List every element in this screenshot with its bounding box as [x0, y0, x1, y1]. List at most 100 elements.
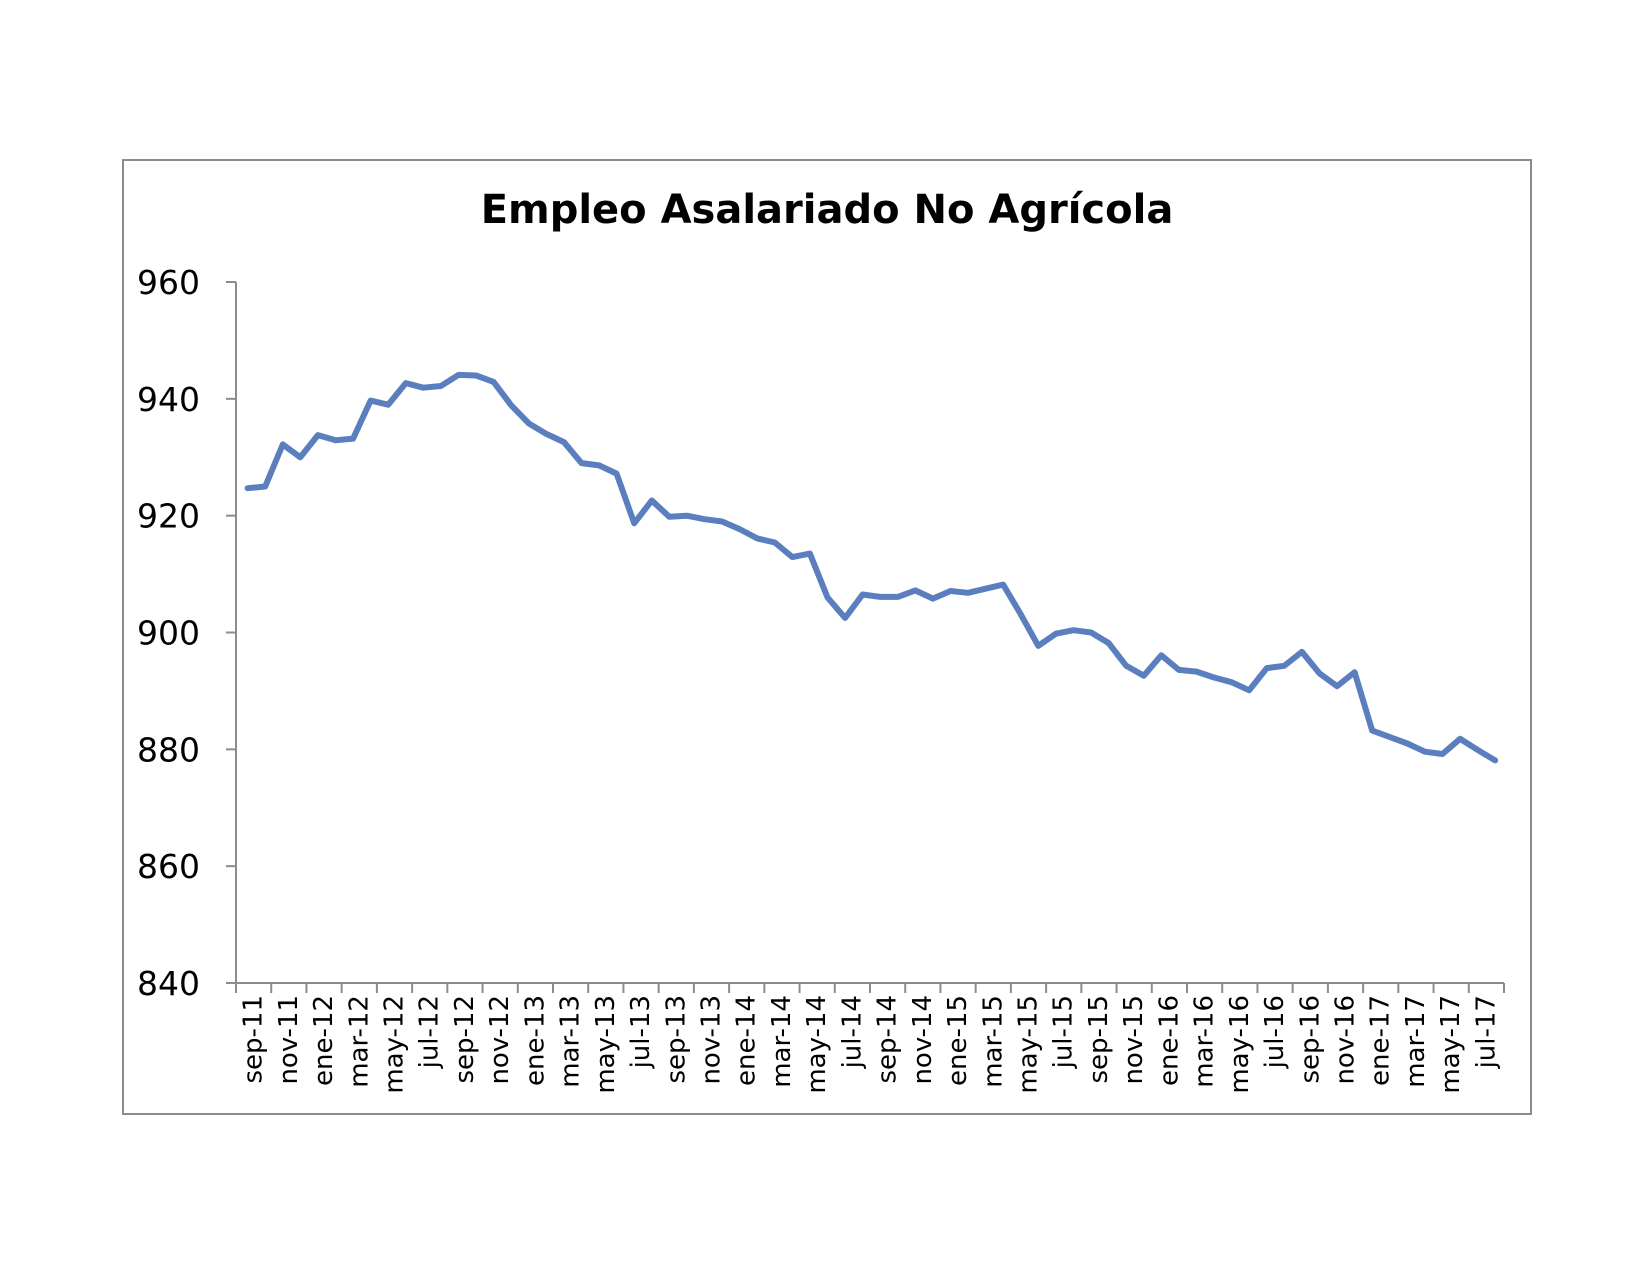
data-point [421, 386, 425, 390]
data-point [1318, 671, 1321, 675]
data-point [351, 437, 355, 441]
data-point [755, 536, 759, 540]
data-point [263, 485, 267, 488]
data-point [1335, 684, 1339, 688]
x-tick-label: nov-15 [1119, 995, 1149, 1085]
x-tick-label: sep-15 [1084, 995, 1114, 1084]
x-tick-label: jul-14 [837, 995, 867, 1069]
data-point [949, 589, 952, 593]
data-point [1036, 644, 1040, 648]
data-point [527, 421, 531, 425]
data-point [861, 593, 865, 596]
x-tick-label: may-17 [1436, 995, 1466, 1094]
data-point [1054, 632, 1058, 636]
x-tick-label: jul-13 [626, 995, 656, 1069]
data-point [334, 438, 337, 442]
data-point [1493, 758, 1497, 762]
x-tick-label: nov-12 [485, 995, 515, 1085]
x-tick-label: jul-16 [1260, 995, 1290, 1069]
data-point [281, 442, 285, 446]
data-point [457, 373, 460, 377]
data-point [562, 440, 566, 444]
data-point [369, 399, 373, 403]
data-point [1265, 666, 1269, 670]
data-point [1388, 735, 1392, 739]
chart-frame: Empleo Asalariado No Agrícola 840 860 880 9… [122, 159, 1532, 1115]
data-point [1423, 750, 1427, 754]
data-point [1072, 628, 1075, 632]
data-point [1019, 612, 1023, 616]
x-axis: sep-11 nov-11 ene-12 mar-12 may-12 jul-12 sep-… [235, 982, 1505, 1094]
x-tick-label: jul-17 [1471, 995, 1501, 1069]
data-point [316, 433, 320, 437]
data-point [1089, 631, 1093, 634]
data-point [1159, 653, 1163, 657]
x-tick-label: mar-17 [1401, 995, 1431, 1088]
x-tick-label: ene-13 [520, 995, 550, 1086]
data-point [896, 595, 900, 599]
data-point [298, 455, 302, 459]
data-point [984, 587, 988, 591]
data-point [1353, 670, 1357, 674]
x-tick-label: sep-11 [239, 995, 269, 1084]
x-tick-label: may-16 [1225, 995, 1255, 1094]
data-point [1458, 737, 1462, 741]
data-point [404, 381, 408, 385]
series-line [244, 371, 1499, 764]
data-point [878, 595, 882, 599]
y-axis: 840 860 880 900 920 940 960 [137, 263, 237, 1003]
x-tick-label: may-14 [802, 995, 832, 1094]
x-tick-label: jul-12 [415, 995, 445, 1069]
x-tick-label: ene-17 [1366, 995, 1396, 1086]
data-point [650, 499, 654, 502]
series-area [244, 371, 1499, 764]
data-point [720, 520, 724, 523]
line-chart: Empleo Asalariado No Agrícola 840 860 880 9… [137, 187, 1505, 1094]
data-point [843, 616, 847, 620]
data-point [580, 461, 583, 465]
data-point [439, 384, 443, 388]
y-tick-label: 920 [137, 497, 200, 536]
y-tick-label: 940 [137, 380, 200, 419]
data-point [509, 403, 513, 407]
x-tick-label: ene-16 [1154, 995, 1184, 1086]
data-point [1124, 664, 1128, 668]
x-tick-label: sep-13 [661, 995, 691, 1084]
x-tick-label: may-15 [1014, 995, 1044, 1094]
data-point [1247, 688, 1251, 692]
data-point [966, 591, 970, 595]
x-tick-label: sep-16 [1295, 995, 1325, 1084]
x-tick-label: sep-12 [450, 995, 480, 1084]
data-point [1195, 670, 1198, 674]
x-tick-label: jul-15 [1049, 995, 1079, 1069]
data-point [773, 541, 777, 544]
data-point [738, 527, 742, 531]
data-point [931, 597, 935, 601]
x-tick-label: mar-14 [767, 995, 797, 1088]
data-point [1300, 650, 1304, 654]
x-tick-label: sep-14 [873, 995, 903, 1084]
data-point [1405, 742, 1409, 745]
data-point [474, 374, 478, 377]
data-point [1142, 674, 1146, 678]
x-tick-label: may-13 [591, 995, 621, 1094]
x-tick-label: ene-14 [732, 995, 762, 1086]
data-point [597, 463, 601, 467]
data-point [1107, 641, 1111, 645]
data-point [1370, 729, 1374, 733]
x-tick-label: ene-15 [943, 995, 973, 1086]
data-point [826, 595, 829, 599]
chart-title: Empleo Asalariado No Agrícola [481, 187, 1174, 233]
data-point [1212, 676, 1216, 679]
y-tick-label: 960 [137, 263, 200, 302]
x-tick-label: mar-15 [978, 995, 1008, 1088]
data-point [246, 486, 250, 490]
data-point [544, 432, 548, 436]
data-point [808, 552, 812, 556]
data-point [1441, 752, 1444, 756]
x-tick-label: may-12 [380, 995, 410, 1094]
x-tick-label: ene-12 [309, 995, 339, 1086]
y-tick-label: 860 [137, 847, 200, 886]
data-point [1177, 668, 1181, 672]
x-tick-label: nov-11 [274, 995, 304, 1085]
